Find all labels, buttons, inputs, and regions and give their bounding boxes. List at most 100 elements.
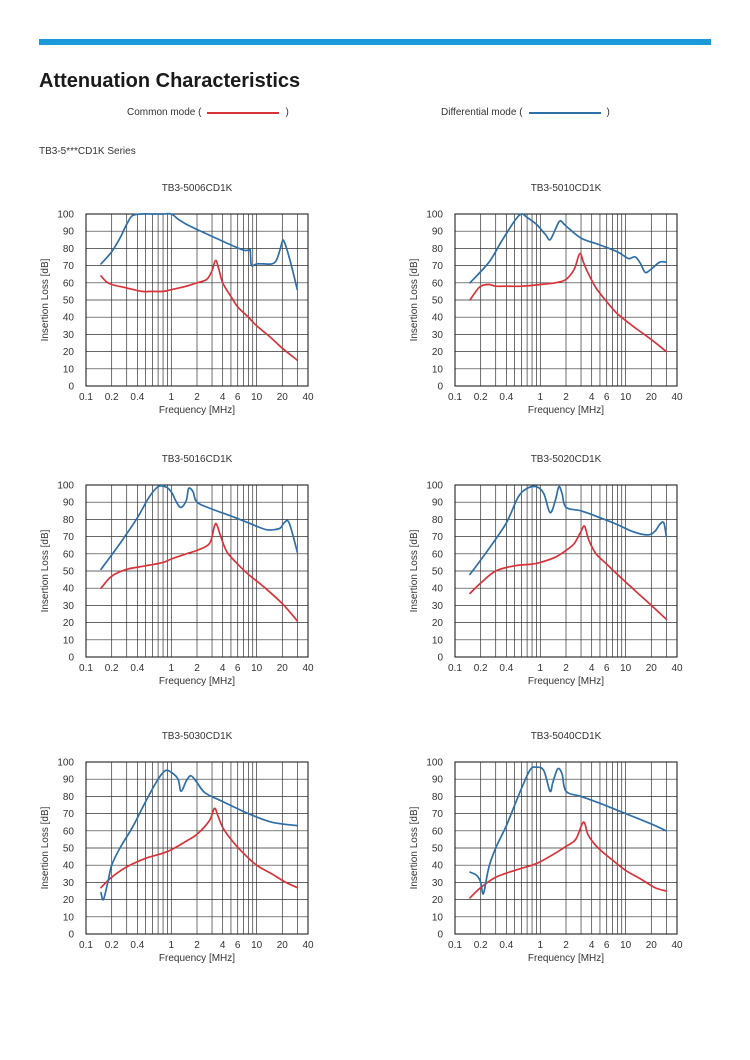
chart-title: TB3-5006CD1K	[162, 183, 233, 194]
x-tick-label: 4	[220, 940, 226, 951]
x-tick-label: 40	[671, 392, 683, 403]
x-tick-label: 0.2	[105, 663, 119, 674]
x-tick-label: 2	[194, 392, 200, 403]
x-tick-label: 0.1	[79, 392, 93, 403]
common-mode-line	[469, 525, 668, 621]
y-tick-label: 0	[68, 653, 74, 664]
y-tick-label: 90	[63, 775, 75, 786]
legend-differential-mode-label: Differential mode (	[441, 107, 523, 118]
y-tick-label: 30	[63, 601, 75, 612]
y-tick-label: 50	[432, 567, 444, 578]
y-tick-label: 90	[432, 498, 444, 509]
y-tick-label: 30	[432, 878, 444, 889]
y-tick-label: 10	[432, 912, 444, 923]
x-tick-label: 6	[235, 663, 241, 674]
differential-mode-line	[469, 766, 668, 895]
y-tick-label: 60	[63, 826, 75, 837]
y-axis-label: Insertion Loss [dB]	[40, 529, 51, 612]
differential-mode-line	[100, 769, 299, 901]
x-tick-label: 0.4	[130, 392, 144, 403]
legend-common-mode: Common mode ( )	[127, 107, 289, 118]
y-tick-label: 60	[432, 549, 444, 560]
common-mode-line	[100, 807, 299, 889]
y-tick-label: 70	[63, 809, 75, 820]
chart-grid	[86, 762, 308, 934]
x-tick-label: 0.4	[499, 663, 513, 674]
x-tick-label: 4	[589, 940, 595, 951]
chart-6: TB3-5040CD1K 0.1 0.2 0.4 1 2 4 6 10 20 40 0 10 20 30 40…	[409, 731, 683, 964]
y-tick-label: 60	[63, 549, 75, 560]
y-tick-label: 40	[432, 584, 444, 595]
y-tick-label: 60	[63, 278, 75, 289]
x-tick-label: 4	[220, 663, 226, 674]
x-tick-label: 0.1	[448, 940, 462, 951]
y-tick-label: 20	[432, 895, 444, 906]
y-tick-label: 60	[432, 278, 444, 289]
common-mode-line	[469, 252, 668, 353]
y-tick-label: 100	[426, 210, 443, 221]
y-tick-label: 100	[57, 758, 74, 769]
x-tick-label: 20	[277, 392, 289, 403]
y-tick-label: 80	[432, 792, 444, 803]
legend-differential-mode-close: )	[606, 107, 610, 118]
x-tick-label: 0.1	[79, 663, 93, 674]
chart-5: TB3-5030CD1K 0.1 0.2 0.4 1 2 4 6 10 20 40 0 10 20 30 40…	[40, 731, 314, 964]
x-tick-label: 40	[302, 392, 314, 403]
chart-grid	[455, 762, 677, 934]
y-tick-label: 0	[68, 382, 74, 393]
y-tick-label: 80	[63, 792, 75, 803]
x-tick-label: 0.4	[130, 663, 144, 674]
y-tick-label: 40	[432, 313, 444, 324]
chart-title: TB3-5030CD1K	[162, 731, 233, 742]
y-tick-label: 50	[432, 296, 444, 307]
x-tick-label: 20	[646, 940, 658, 951]
y-tick-label: 100	[57, 210, 74, 221]
legend-common-mode-close: )	[285, 107, 289, 118]
x-tick-label: 1	[538, 663, 544, 674]
y-tick-label: 70	[432, 809, 444, 820]
y-tick-label: 0	[437, 930, 443, 941]
x-axis-label: Frequency [MHz]	[159, 405, 235, 416]
common-mode-line	[100, 259, 299, 362]
x-tick-label: 10	[251, 392, 263, 403]
y-tick-label: 30	[63, 878, 75, 889]
x-tick-label: 2	[563, 392, 569, 403]
x-tick-label: 0.2	[474, 663, 488, 674]
differential-mode-line	[469, 213, 668, 284]
x-tick-label: 20	[277, 940, 289, 951]
y-tick-label: 100	[426, 758, 443, 769]
differential-mode-line	[100, 212, 299, 291]
plot-frame	[85, 761, 309, 935]
x-tick-label: 0.4	[499, 940, 513, 951]
x-tick-label: 40	[302, 663, 314, 674]
chart-title: TB3-5020CD1K	[531, 454, 602, 465]
y-axis-label: Insertion Loss [dB]	[409, 806, 420, 889]
y-axis-label: Insertion Loss [dB]	[40, 806, 51, 889]
x-tick-label: 40	[302, 940, 314, 951]
y-tick-label: 50	[63, 567, 75, 578]
plot-frame	[454, 761, 678, 935]
y-tick-label: 10	[432, 635, 444, 646]
y-tick-label: 40	[432, 861, 444, 872]
x-tick-label: 0.1	[448, 392, 462, 403]
x-tick-label: 2	[194, 663, 200, 674]
chart-grid	[86, 485, 308, 657]
y-tick-label: 20	[432, 618, 444, 629]
y-tick-label: 20	[63, 895, 75, 906]
x-axis-label: Frequency [MHz]	[159, 953, 235, 964]
y-tick-label: 40	[63, 584, 75, 595]
y-tick-label: 50	[63, 844, 75, 855]
x-tick-label: 20	[646, 392, 658, 403]
y-tick-label: 60	[432, 826, 444, 837]
x-tick-label: 20	[277, 663, 289, 674]
differential-mode-line	[469, 485, 668, 576]
y-tick-label: 80	[63, 244, 75, 255]
common-mode-line	[469, 821, 668, 899]
y-tick-label: 10	[63, 635, 75, 646]
legend-differential-mode: Differential mode ( )	[441, 107, 610, 118]
chart-title: TB3-5040CD1K	[531, 731, 602, 742]
x-tick-label: 40	[671, 940, 683, 951]
y-tick-label: 10	[63, 364, 75, 375]
chart-grid	[455, 485, 677, 657]
y-tick-label: 50	[63, 296, 75, 307]
